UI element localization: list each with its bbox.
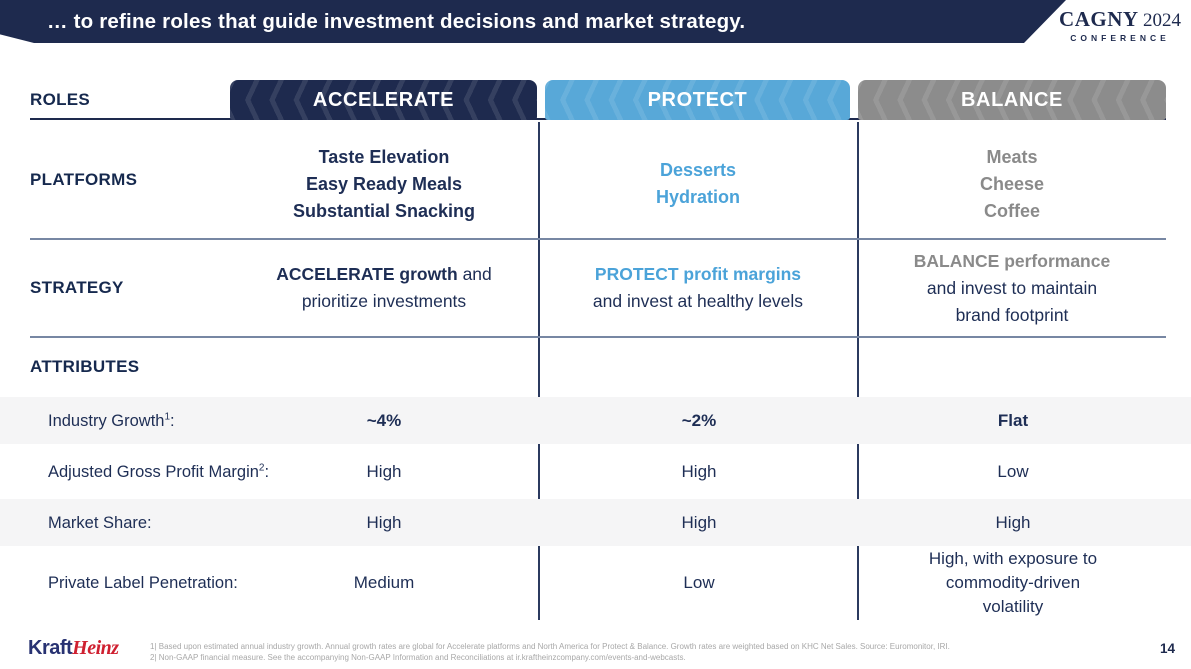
platform-item: Easy Ready Meals [305, 173, 463, 194]
page-number: 14 [1159, 641, 1175, 656]
cagny-logo-line1: CAGNY 2024 [1059, 7, 1181, 32]
attribute-value: High [681, 512, 717, 532]
strategy-line2: and invest to maintain [926, 277, 1098, 298]
attribute-value: Low [683, 573, 715, 592]
role-badge-label: ACCELERATE [312, 88, 455, 111]
attribute-value: ~4% [366, 410, 402, 430]
attribute-value: High [366, 512, 402, 532]
strategy-text: BALANCE performance and invest to maintai… [914, 248, 1110, 329]
attribute-value: Medium [353, 573, 415, 592]
strategy-emphasis: BALANCE performance [913, 250, 1111, 271]
cagny-logo-name: CAGNY [1059, 7, 1139, 31]
column-divider [538, 122, 540, 620]
strategy-label: STRATEGY [30, 278, 124, 297]
platforms-cell-accelerate: Taste Elevation Easy Ready Meals Substan… [234, 134, 534, 234]
strategy-cell-accelerate: ACCELERATE growth and prioritize investme… [234, 242, 534, 334]
title-banner: … to refine roles that guide investment … [0, 0, 1066, 43]
platform-item: Hydration [655, 187, 740, 207]
role-badge-protect: PROTECT [545, 80, 850, 120]
platform-item: Substantial Snacking [292, 200, 476, 221]
cagny-conference-logo: CAGNY 2024 CONFERENCE [1059, 7, 1181, 43]
strategy-text: ACCELERATE growth and prioritize investme… [276, 261, 492, 315]
strategy-cell-balance: BALANCE performance and invest to maintai… [862, 242, 1162, 334]
attribute-label: Market Share: [48, 513, 152, 532]
platform-item: Taste Elevation [318, 146, 450, 167]
role-badge-accelerate: ACCELERATE [230, 80, 537, 120]
strategy-cell-protect: PROTECT profit margins and invest at heal… [548, 242, 848, 334]
footnote-marker: 1 [164, 410, 171, 422]
attribute-label: Adjusted Gross Profit Margin2: [48, 461, 270, 481]
strategy-line3: brand footprint [955, 304, 1069, 325]
cagny-logo-subtitle: CONFERENCE [1070, 33, 1170, 43]
platforms-cell-protect: Desserts Hydration [548, 134, 848, 234]
platform-item: Meats [986, 146, 1038, 167]
platforms-label: PLATFORMS [30, 170, 138, 189]
kraftheinz-logo: KraftHeinz [28, 637, 119, 660]
platforms-cell-balance: Meats Cheese Coffee [862, 134, 1162, 234]
attribute-value: High [995, 512, 1031, 532]
strategy-line2: prioritize investments [301, 291, 467, 311]
role-badge-label: BALANCE [961, 88, 1063, 111]
attributes-label: ATTRIBUTES [30, 357, 140, 376]
footnotes: 1| Based upon estimated annual industry … [150, 641, 1050, 663]
attribute-value: Flat [997, 410, 1029, 430]
strategy-text: PROTECT profit margins and invest at heal… [593, 261, 803, 315]
role-badge-balance: BALANCE [858, 80, 1166, 120]
attribute-value: High [681, 461, 717, 481]
footnote-1: 1| Based upon estimated annual industry … [150, 642, 950, 651]
attribute-label: Industry Growth1: [48, 410, 175, 430]
platform-item: Desserts [659, 160, 737, 180]
attribute-value: High [366, 461, 402, 481]
platform-item: Cheese [979, 173, 1045, 194]
attribute-row-market-share: Market Share: High High High [0, 499, 1191, 546]
strategy-emphasis: PROTECT profit margins [594, 264, 802, 284]
attribute-label: Private Label Penetration: [48, 573, 238, 592]
footnote-2: 2| Non-GAAP financial measure. See the a… [150, 653, 686, 662]
attribute-row-private-label: Private Label Penetration: Medium Low Hi… [0, 546, 1191, 620]
attribute-value: Low [997, 461, 1029, 481]
roles-label: ROLES [30, 90, 91, 109]
cagny-logo-year: 2024 [1143, 10, 1181, 31]
row-divider [30, 336, 1166, 338]
column-divider [857, 122, 859, 620]
attribute-row-gross-profit-margin: Adjusted Gross Profit Margin2: High High… [0, 444, 1191, 499]
heinz-logo-text: Heinz [72, 637, 119, 659]
attribute-value: High, with exposure to commodity-driven … [928, 549, 1098, 616]
platform-item: Coffee [983, 200, 1040, 221]
strategy-line2: and invest at healthy levels [592, 291, 804, 311]
kraft-logo-text: Kraft [28, 637, 73, 659]
slide-title: … to refine roles that guide investment … [47, 10, 746, 33]
attribute-value: ~2% [681, 410, 717, 430]
strategy-emphasis: ACCELERATE growth [276, 264, 458, 284]
role-badge-label: PROTECT [647, 88, 748, 111]
strategy-tail: and [457, 264, 492, 284]
row-divider [30, 238, 1166, 240]
footnote-marker: 2 [258, 461, 265, 473]
attribute-row-industry-growth: Industry Growth1: ~4% ~2% Flat [0, 397, 1191, 444]
